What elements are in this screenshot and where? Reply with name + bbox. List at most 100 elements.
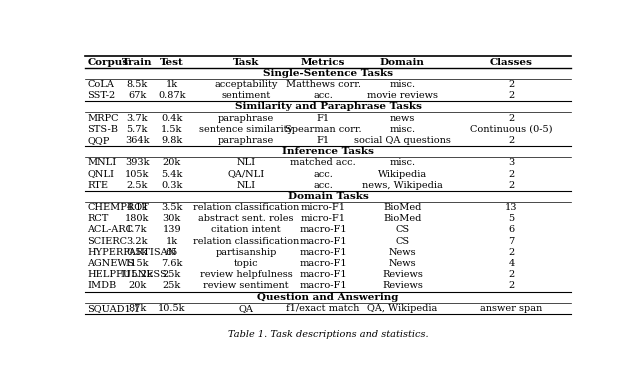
Text: STS-B: STS-B [88,125,118,134]
Text: BioMed: BioMed [383,203,422,212]
Text: 20k: 20k [128,281,146,290]
Text: 2: 2 [508,114,515,122]
Text: sentence similarity: sentence similarity [199,125,293,134]
Text: paraphrase: paraphrase [218,136,275,145]
Text: topic: topic [234,259,259,268]
Text: Task: Task [233,58,259,66]
Text: 30k: 30k [163,214,181,223]
Text: QA: QA [239,304,253,313]
Text: 0.5k: 0.5k [127,248,148,257]
Text: MNLI: MNLI [88,158,116,167]
Text: sentiment: sentiment [221,91,271,100]
Text: Metrics: Metrics [301,58,345,66]
Text: 25k: 25k [163,270,181,279]
Text: misc.: misc. [389,80,415,89]
Text: Spearman corr.: Spearman corr. [285,125,362,134]
Text: 4: 4 [508,259,515,268]
Text: HYPERPARTISAN: HYPERPARTISAN [88,248,177,257]
Text: 1k: 1k [166,80,178,89]
Text: Test: Test [160,58,184,66]
Text: BioMed: BioMed [383,214,422,223]
Text: News: News [388,248,416,257]
Text: SST-2: SST-2 [88,91,116,100]
Text: 1.7k: 1.7k [126,225,148,235]
Text: 8.5k: 8.5k [127,80,148,89]
Text: macro-F1: macro-F1 [300,225,347,235]
Text: 105k: 105k [125,169,149,179]
Text: MRPC: MRPC [88,114,119,122]
Text: review sentiment: review sentiment [204,281,289,290]
Text: Continuous (0-5): Continuous (0-5) [470,125,553,134]
Text: 2: 2 [508,136,515,145]
Text: 0.3k: 0.3k [161,181,182,190]
Text: news: news [390,114,415,122]
Text: Single-Sentence Tasks: Single-Sentence Tasks [263,69,393,78]
Text: Similarity and Paraphrase Tasks: Similarity and Paraphrase Tasks [235,102,421,111]
Text: micro-F1: micro-F1 [301,214,346,223]
Text: 65: 65 [166,248,178,257]
Text: Question and Answering: Question and Answering [257,293,399,302]
Text: QA, Wikipedia: QA, Wikipedia [367,304,438,313]
Text: NLI: NLI [237,181,256,190]
Text: SQUAD1.1: SQUAD1.1 [88,304,141,313]
Text: Train: Train [122,58,152,66]
Text: relation classification: relation classification [193,237,300,246]
Text: 180k: 180k [125,214,149,223]
Text: Reviews: Reviews [382,270,423,279]
Text: macro-F1: macro-F1 [300,248,347,257]
Text: NLI: NLI [237,158,256,167]
Text: ACL-ARC: ACL-ARC [88,225,134,235]
Text: movie reviews: movie reviews [367,91,438,100]
Text: Inference Tasks: Inference Tasks [282,147,374,156]
Text: macro-F1: macro-F1 [300,259,347,268]
Text: 7: 7 [508,237,515,246]
Text: 4.1k: 4.1k [126,203,148,212]
Text: answer span: answer span [481,304,543,313]
Text: 2: 2 [508,281,515,290]
Text: RCT: RCT [88,214,109,223]
Text: news, Wikipedia: news, Wikipedia [362,181,443,190]
Text: citation intent: citation intent [211,225,281,235]
Text: 3.7k: 3.7k [126,114,148,122]
Text: 67k: 67k [128,91,146,100]
Text: abstract sent. roles: abstract sent. roles [198,214,294,223]
Text: QNLI: QNLI [88,169,115,179]
Text: 115.2k: 115.2k [120,270,154,279]
Text: Table 1. Task descriptions and statistics.: Table 1. Task descriptions and statistic… [228,330,428,339]
Text: micro-F1: micro-F1 [301,203,346,212]
Text: Matthews corr.: Matthews corr. [285,80,360,89]
Text: Wikipedia: Wikipedia [378,169,427,179]
Text: Corpus: Corpus [88,58,129,66]
Text: 5.7k: 5.7k [126,125,148,134]
Text: Reviews: Reviews [382,281,423,290]
Text: 13: 13 [505,203,518,212]
Text: review helpfulness: review helpfulness [200,270,292,279]
Text: 0.87k: 0.87k [158,91,186,100]
Text: AGNEWS: AGNEWS [88,259,134,268]
Text: 2: 2 [508,248,515,257]
Text: 9.8k: 9.8k [161,136,182,145]
Text: 7.6k: 7.6k [161,259,182,268]
Text: macro-F1: macro-F1 [300,281,347,290]
Text: macro-F1: macro-F1 [300,270,347,279]
Text: 2: 2 [508,169,515,179]
Text: Domain Tasks: Domain Tasks [287,192,369,201]
Text: CS: CS [396,225,410,235]
Text: IMDB: IMDB [88,281,116,290]
Text: 139: 139 [163,225,181,235]
Text: 3: 3 [508,158,515,167]
Text: F1: F1 [316,114,330,122]
Text: HELPFULNESS: HELPFULNESS [88,270,167,279]
Text: acc.: acc. [313,181,333,190]
Text: 393k: 393k [125,158,149,167]
Text: 25k: 25k [163,281,181,290]
Text: SCIERC: SCIERC [88,237,127,246]
Text: relation classification: relation classification [193,203,300,212]
Text: 2: 2 [508,181,515,190]
Text: 2: 2 [508,270,515,279]
Text: acc.: acc. [313,91,333,100]
Text: CHEMPROT: CHEMPROT [88,203,149,212]
Text: 115k: 115k [125,259,149,268]
Text: 1.5k: 1.5k [161,125,182,134]
Text: matched acc.: matched acc. [290,158,356,167]
